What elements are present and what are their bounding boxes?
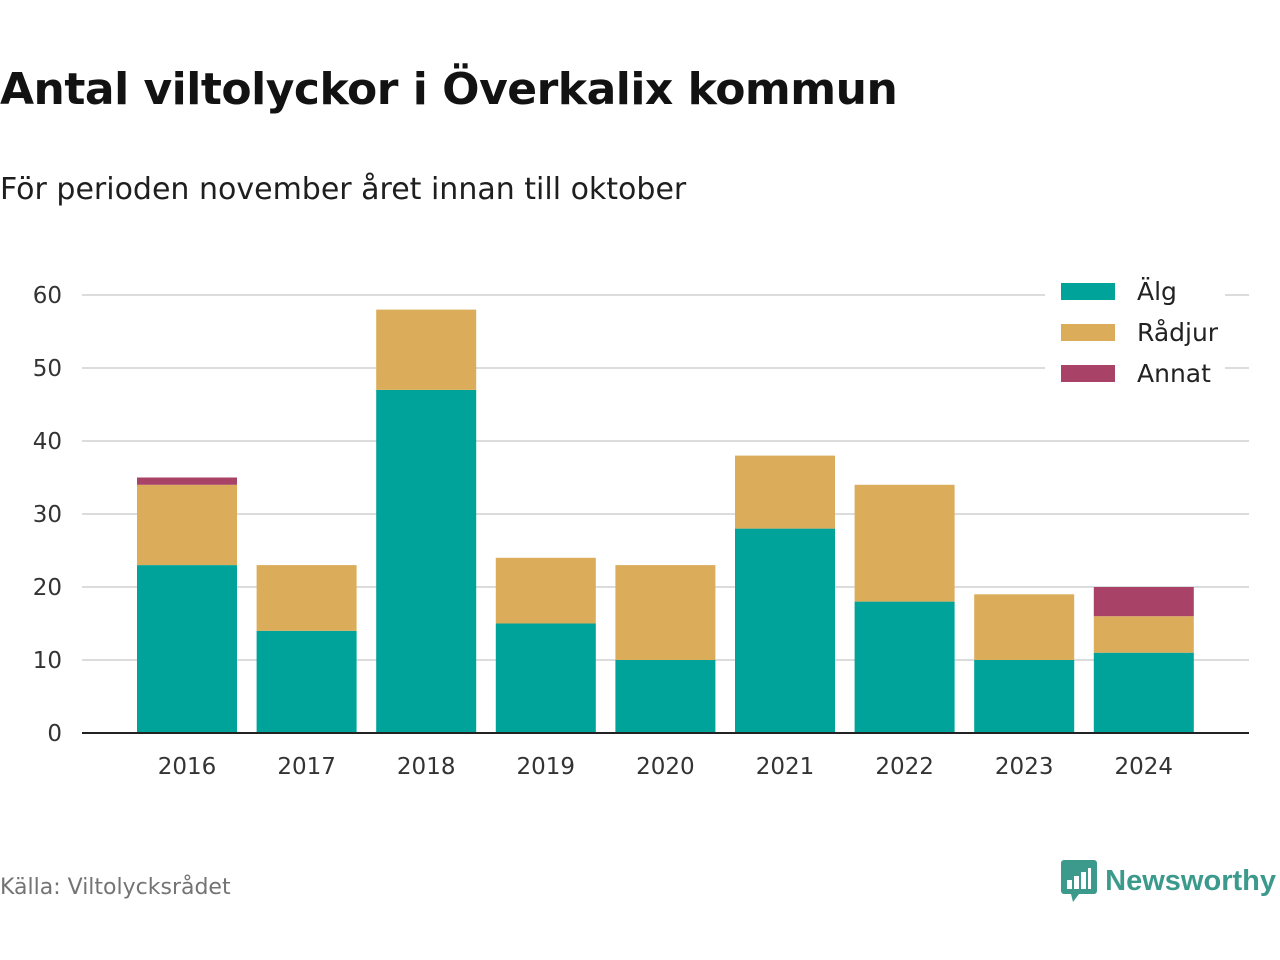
y-tick-label: 60	[33, 283, 62, 309]
chart-subtitle: För perioden november året innan till ok…	[0, 172, 687, 207]
bar-segment	[376, 309, 477, 390]
bar-segment	[615, 565, 716, 660]
legend: Älg Rådjur Annat	[1045, 272, 1225, 394]
bar-segment	[974, 594, 1075, 660]
brand-logo: Newsworthy	[1061, 860, 1276, 902]
bar-segment	[137, 477, 237, 485]
bar-segment	[256, 630, 357, 733]
x-tick-label: 2017	[277, 754, 336, 780]
bar-segment	[1093, 616, 1194, 653]
y-tick-label: 10	[33, 648, 62, 674]
bar-segment	[137, 565, 237, 733]
bar-segment	[495, 557, 596, 624]
x-tick-label: 2018	[397, 754, 456, 780]
legend-label: Annat	[1137, 359, 1211, 388]
brand-name: Newsworthy	[1105, 864, 1276, 897]
y-axis-ticks: 0 10 20 30 40 50 60	[33, 283, 62, 747]
bar-segment	[137, 484, 237, 566]
x-tick-label: 2023	[995, 754, 1054, 780]
x-tick-label: 2016	[158, 754, 217, 780]
source-note: Källa: Viltolycksrådet	[0, 875, 231, 900]
bar-segment	[1093, 652, 1194, 733]
legend-label: Älg	[1137, 277, 1177, 306]
x-tick-label: 2021	[756, 754, 815, 780]
x-tick-label: 2022	[875, 754, 934, 780]
x-tick-label: 2024	[1115, 754, 1174, 780]
bar-segment	[854, 484, 955, 602]
legend-label: Rådjur	[1137, 318, 1219, 347]
bar-segment	[376, 389, 477, 733]
bar-segment	[735, 455, 835, 529]
legend-swatch	[1061, 324, 1115, 341]
x-tick-label: 2020	[636, 754, 695, 780]
bar-segment	[974, 660, 1075, 733]
legend-swatch	[1061, 283, 1115, 300]
bar-segment	[854, 601, 955, 733]
bar-segment	[256, 565, 357, 631]
x-tick-label: 2019	[517, 754, 576, 780]
y-tick-label: 50	[33, 356, 62, 382]
legend-swatch	[1061, 365, 1115, 382]
bar-segment	[615, 660, 716, 733]
y-tick-label: 30	[33, 502, 62, 528]
x-axis-ticks: 2016 2017 2018 2019 2020 2021 2022 2023 2024	[158, 754, 1173, 780]
bar-segment	[735, 528, 835, 733]
bar-segment	[1093, 587, 1194, 617]
bar-segment	[495, 623, 596, 733]
chart-title: Antal viltolyckor i Överkalix kommun	[0, 64, 898, 115]
bars	[137, 309, 1194, 733]
y-tick-label: 40	[33, 429, 62, 455]
y-tick-label: 20	[33, 575, 62, 601]
y-tick-label: 0	[47, 721, 62, 747]
newsworthy-logo-icon	[1061, 860, 1098, 902]
